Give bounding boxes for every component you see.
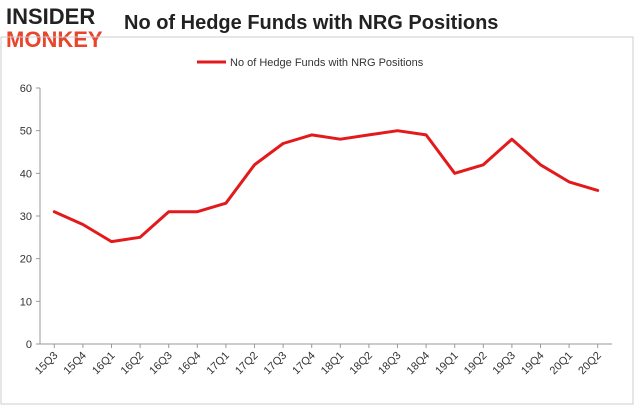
series-group [52, 129, 600, 244]
x-tick-labels: 15Q3 15Q4 16Q1 16Q2 16Q3 16Q4 17Q1 17Q2 17Q3 17Q4… [33, 350, 604, 378]
legend-label: No of Hedge Funds with NRG Positions [230, 57, 424, 69]
x-tick-label: 16Q1 [90, 350, 118, 378]
y-tick-labels: 0 10 20 30 40 50 60 [20, 83, 32, 351]
x-tick-label: 16Q2 [119, 350, 147, 378]
x-tick-label: 19Q1 [433, 350, 461, 378]
x-tick-label: 16Q4 [176, 350, 204, 378]
y-tick-label: 20 [20, 254, 32, 266]
y-tick-label: 50 [20, 126, 32, 138]
insider-monkey-logo: INSIDER MONKEY [6, 6, 118, 51]
x-tick-label: 15Q4 [61, 350, 89, 378]
x-tick-label: 18Q1 [319, 350, 347, 378]
plot-border [0, 36, 634, 405]
x-tick-label: 18Q3 [376, 350, 404, 378]
x-tick-label: 19Q2 [462, 350, 490, 378]
x-tick-label: 20Q2 [576, 350, 604, 378]
y-tick-label: 30 [20, 211, 32, 223]
chart-title: No of Hedge Funds with NRG Positions [124, 12, 499, 34]
series-line [52, 129, 600, 244]
legend: No of Hedge Funds with NRG Positions [197, 57, 424, 69]
x-tick-label: 19Q4 [519, 350, 547, 378]
x-tick-label: 17Q4 [290, 350, 318, 378]
x-tick-label: 17Q1 [204, 350, 232, 378]
x-tick-label: 17Q3 [262, 350, 290, 378]
logo-line-2: MONKEY [6, 27, 103, 52]
axes [36, 87, 612, 348]
x-tick-label: 17Q2 [233, 350, 261, 378]
y-tick-label: 60 [20, 83, 32, 95]
y-tick-label: 10 [20, 296, 32, 308]
logo-line-1: INSIDER [6, 4, 96, 29]
x-tick-label: 16Q3 [147, 350, 175, 378]
x-tick-label: 18Q4 [405, 350, 433, 378]
y-tick-label: 40 [20, 168, 32, 180]
x-tick-label: 15Q3 [33, 350, 61, 378]
y-tick-label: 0 [26, 339, 32, 351]
x-tick-label: 20Q1 [548, 350, 576, 378]
x-tick-label: 19Q3 [490, 350, 518, 378]
x-tick-label: 18Q2 [347, 350, 375, 378]
